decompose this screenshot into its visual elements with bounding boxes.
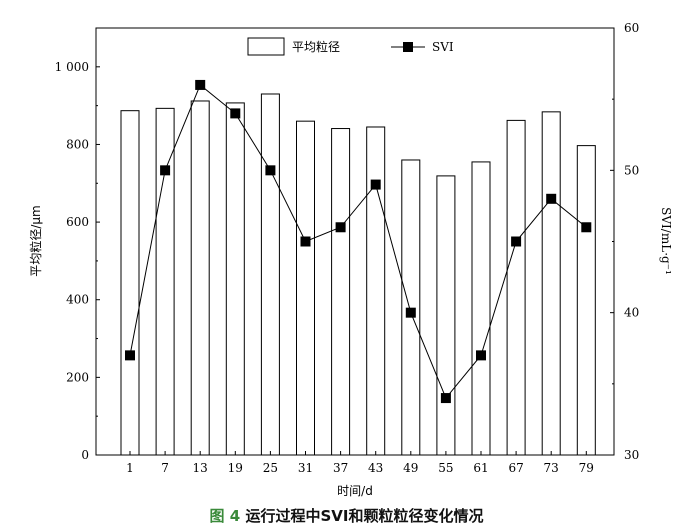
x-tick-label-31: 31 (298, 461, 313, 475)
y-right-tick-label: 30 (624, 448, 639, 462)
y-right-tick-label: 40 (624, 306, 639, 320)
x-tick-label-19: 19 (228, 461, 243, 475)
svi-point-1 (125, 350, 135, 361)
bar-73 (541, 111, 561, 456)
bar-7 (155, 107, 175, 456)
y-left-tick-label: 1 000 (55, 60, 89, 74)
y-left-tick-label: 400 (66, 293, 89, 307)
y-axis-left-label: 平均粒径/μm (28, 205, 43, 276)
bar-1 (120, 110, 140, 456)
x-axis-label: 时间/d (337, 484, 373, 498)
legend-bar-swatch (247, 37, 285, 56)
y-left-tick-label: 200 (66, 370, 89, 384)
chart: 1 7 13 19 25 31 37 43 49 55 61 67 73 79 0 200 400 600 800… (28, 21, 673, 498)
bar-13 (190, 100, 210, 456)
x-tick-label-79: 79 (579, 461, 594, 475)
svi-point-43 (370, 179, 381, 190)
x-tick-label-61: 61 (473, 461, 488, 475)
y-left-tick-label: 800 (66, 137, 89, 151)
svi-point-7 (160, 165, 171, 176)
x-tick-label-7: 7 (161, 461, 169, 475)
svi-point-55 (440, 393, 451, 404)
svi-point-25 (265, 165, 276, 176)
bar-37 (331, 128, 351, 456)
x-tick-label-37: 37 (333, 461, 348, 475)
bar-79 (576, 145, 596, 456)
svi-point-61 (476, 350, 486, 361)
x-tick-label-1: 1 (126, 461, 134, 475)
bar-55 (436, 175, 456, 456)
figure-label: 图 4 (209, 507, 241, 525)
bar-49 (401, 159, 421, 456)
bar-31 (296, 120, 315, 456)
svi-point-31 (300, 236, 311, 247)
figure-caption: 图 4 运行过程中SVI和颗粒粒径变化情况 (0, 505, 693, 526)
svi-point-19 (230, 108, 241, 119)
svi-point-73 (546, 193, 557, 204)
legend-line-label: SVI (432, 40, 454, 54)
bar-25 (260, 93, 280, 456)
svi-point-49 (405, 307, 416, 318)
legend-line-marker (403, 42, 413, 52)
svi-point-13 (195, 79, 206, 90)
svi-point-79 (581, 222, 592, 233)
x-tick-label-55: 55 (438, 461, 453, 475)
svi-point-37 (335, 222, 346, 233)
bar-67 (506, 119, 526, 456)
bar-43 (366, 126, 386, 456)
y-left-tick-label: 0 (81, 448, 89, 462)
legend-bar-label: 平均粒径 (292, 39, 340, 54)
y-right-tick-label: 60 (624, 21, 639, 35)
figure-caption-text: 运行过程中SVI和颗粒粒径变化情况 (245, 507, 484, 525)
x-tick-label-73: 73 (544, 461, 559, 475)
x-tick-label-49: 49 (403, 461, 418, 475)
y-axis-right-label: SVI/mL·g⁻¹ (659, 207, 673, 275)
bar-19 (225, 102, 245, 456)
x-tick-label-25: 25 (263, 461, 278, 475)
x-tick-label-13: 13 (193, 461, 208, 475)
svi-line (129, 84, 587, 400)
y-right-tick-label: 50 (624, 163, 639, 177)
svi-point-67 (511, 236, 522, 247)
x-tick-label-43: 43 (368, 461, 383, 475)
legend: 平均粒径 SVI (247, 37, 454, 56)
x-tick-label-67: 67 (508, 461, 523, 475)
y-left-tick-label: 600 (66, 215, 89, 229)
bar-61 (471, 161, 491, 456)
